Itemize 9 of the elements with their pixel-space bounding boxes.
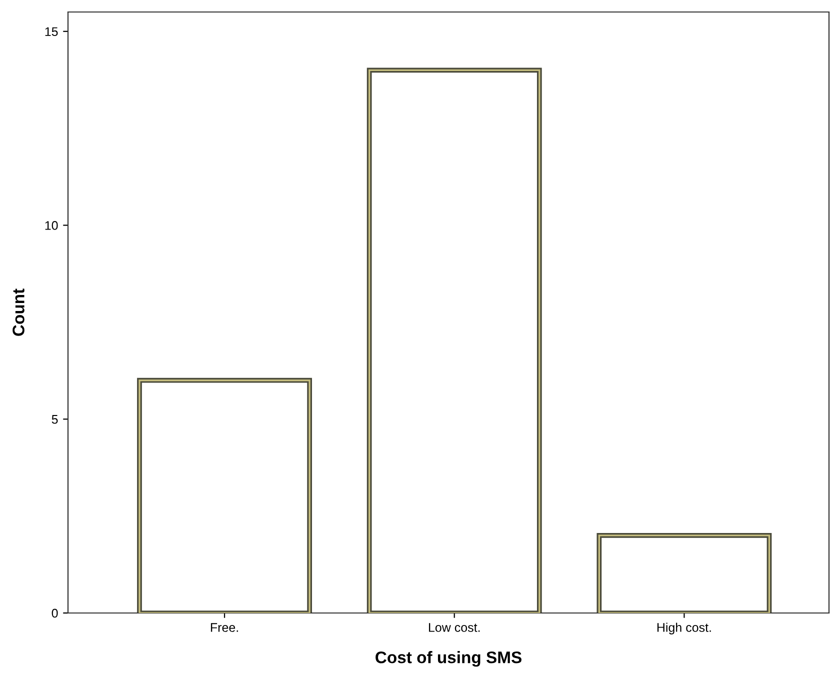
x-axis-title: Cost of using SMS <box>376 651 522 667</box>
x-tick-label: Free. <box>210 623 238 632</box>
x-tick-label: High cost. <box>657 622 711 634</box>
x-tick-label: Low cost. <box>428 623 480 632</box>
y-tick-label: 5 <box>52 415 58 424</box>
y-tick-label: 15 <box>45 27 58 36</box>
y-tick-label: 10 <box>45 221 58 230</box>
y-tick-label: 0 <box>52 608 58 618</box>
y-axis-title: Count <box>12 288 24 336</box>
